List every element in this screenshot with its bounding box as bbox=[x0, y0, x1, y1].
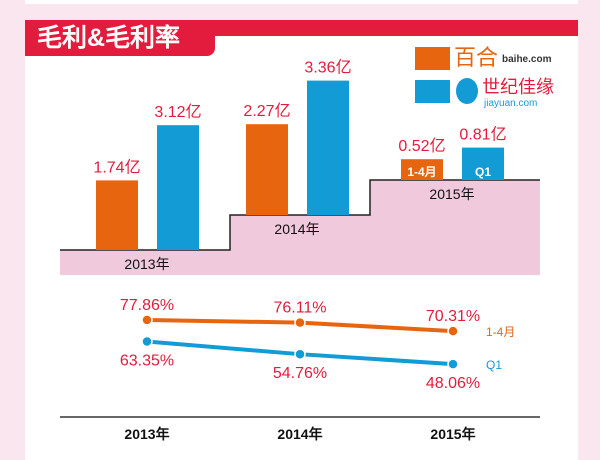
bar-value-label: 0.81亿 bbox=[459, 126, 506, 144]
line-point bbox=[141, 314, 153, 326]
x-tick-label: 2013年 bbox=[124, 426, 169, 442]
legend-jiayuan-en: jiayuan.com bbox=[484, 98, 538, 109]
legend-baihe-en: baihe.com bbox=[502, 54, 552, 65]
line-end-tag: 1-4月 bbox=[486, 325, 515, 339]
year-label: 2014年 bbox=[274, 221, 319, 237]
bar-jiayuan-2014年 bbox=[307, 80, 349, 215]
line-point bbox=[447, 325, 459, 337]
bar-value-label: 2.27亿 bbox=[243, 102, 290, 120]
bar-value-label: 0.52亿 bbox=[398, 137, 445, 155]
line-point bbox=[141, 335, 153, 348]
year-label: 2013年 bbox=[124, 256, 169, 272]
bar-tag: Q1 bbox=[475, 165, 491, 179]
line-value-label: 77.86% bbox=[120, 297, 174, 314]
x-tick-label: 2014年 bbox=[277, 426, 322, 442]
legend-jiayuan-cn: 世纪佳缘 bbox=[482, 77, 554, 97]
line-value-label: 76.11% bbox=[273, 300, 326, 317]
bar-value-label: 1.74亿 bbox=[93, 158, 140, 176]
line-value-label: 54.76% bbox=[273, 365, 327, 382]
step-line bbox=[60, 179, 540, 251]
top-strip bbox=[25, 0, 578, 4]
line-point bbox=[447, 358, 459, 370]
bar-jiayuan-2015年 bbox=[462, 147, 504, 180]
x-tick-label: 2015年 bbox=[430, 426, 475, 442]
line-point bbox=[294, 316, 306, 329]
year-label: 2015年 bbox=[429, 186, 474, 202]
line-value-label: 63.35% bbox=[120, 352, 174, 369]
legend-swatch-baihe bbox=[415, 47, 450, 70]
line-end-tag: Q1 bbox=[486, 358, 502, 372]
line-value-label: 70.31% bbox=[426, 308, 480, 325]
bird-logo-icon bbox=[456, 78, 478, 104]
legend-baihe-cn: 百合 bbox=[454, 45, 499, 70]
line-value-label: 48.06% bbox=[426, 375, 480, 392]
bar-baihe-2014年 bbox=[246, 124, 288, 215]
chart-title: 毛利&毛利率 bbox=[25, 20, 215, 56]
bar-baihe-2013年 bbox=[96, 180, 138, 250]
bar-jiayuan-2013年 bbox=[157, 125, 199, 250]
bar-baihe-2015年 bbox=[401, 159, 443, 180]
bar-value-label: 3.36亿 bbox=[304, 59, 351, 77]
bar-value-label: 3.12亿 bbox=[154, 103, 201, 121]
step-area bbox=[60, 180, 540, 275]
line-point bbox=[294, 348, 306, 360]
bar-tag: 1-4月 bbox=[407, 165, 436, 179]
legend-swatch-jiayuan bbox=[415, 80, 450, 103]
